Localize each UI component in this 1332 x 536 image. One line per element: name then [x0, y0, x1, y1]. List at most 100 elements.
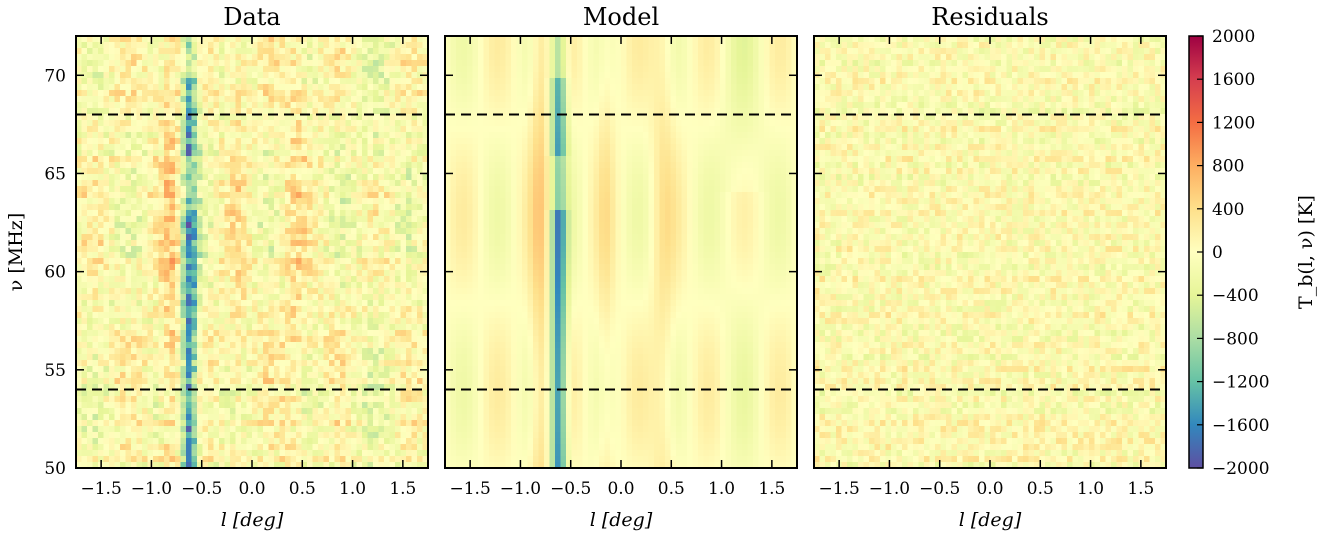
heatmap-cell [389, 288, 396, 295]
heatmap-cell [186, 60, 193, 67]
heatmap-cell [560, 60, 567, 67]
heatmap-cell [136, 300, 143, 307]
heatmap-cell [395, 258, 402, 265]
heatmap-cell [131, 138, 138, 145]
heatmap-cell [290, 114, 297, 121]
heatmap-cell [345, 84, 352, 91]
heatmap-cell [125, 306, 132, 313]
heatmap-cell [142, 138, 149, 145]
heatmap-cell [389, 228, 396, 235]
heatmap-cell [307, 168, 314, 175]
heatmap-cell [373, 396, 380, 403]
heatmap-cell [285, 42, 292, 49]
heatmap-cell [175, 372, 182, 379]
heatmap-cell [654, 54, 661, 61]
heatmap-cell [411, 264, 418, 271]
heatmap-cell [164, 288, 171, 295]
heatmap-cell [367, 396, 374, 403]
heatmap-cell [362, 372, 369, 379]
heatmap-cell [246, 318, 253, 325]
heatmap-cell [703, 54, 710, 61]
heatmap-cell [131, 366, 138, 373]
heatmap-cell [246, 288, 253, 295]
heatmap-cell [417, 108, 424, 115]
heatmap-cell [142, 78, 149, 85]
heatmap-cell [114, 102, 121, 109]
heatmap-cell [378, 126, 385, 133]
heatmap-cell [81, 342, 88, 349]
heatmap-cell [367, 132, 374, 139]
heatmap-cell [406, 336, 413, 343]
heatmap-cell [180, 138, 187, 145]
heatmap-cell [334, 384, 341, 391]
heatmap-cell [389, 54, 396, 61]
heatmap-cell [285, 258, 292, 265]
heatmap-cell [87, 246, 94, 253]
heatmap-cell [87, 162, 94, 169]
heatmap-cell [279, 294, 286, 301]
heatmap-cell [345, 276, 352, 283]
heatmap-cell [290, 102, 297, 109]
heatmap-cell [142, 234, 149, 241]
heatmap-cell [92, 432, 99, 439]
heatmap-cell [186, 282, 193, 289]
heatmap-cell [329, 48, 336, 55]
heatmap-cell [670, 36, 677, 43]
heatmap-cell [367, 462, 374, 468]
heatmap-cell [164, 366, 171, 373]
heatmap-cell [180, 180, 187, 187]
heatmap-cell [136, 186, 143, 193]
heatmap-cell [235, 426, 242, 433]
heatmap-cell [98, 348, 105, 355]
heatmap-cell [334, 156, 341, 163]
heatmap-cell [296, 168, 303, 175]
heatmap-cell [257, 180, 264, 187]
heatmap-cell [219, 198, 226, 205]
heatmap-cell [125, 210, 132, 217]
heatmap-cell [489, 60, 496, 67]
heatmap-cell [257, 372, 264, 379]
heatmap-cell [76, 144, 83, 151]
heatmap-cell [373, 384, 380, 391]
heatmap-cell [268, 414, 275, 421]
heatmap-cell [87, 204, 94, 211]
heatmap-cell [142, 396, 149, 403]
heatmap-cell [450, 54, 457, 61]
heatmap-cell [147, 126, 154, 133]
heatmap-cell [345, 318, 352, 325]
heatmap-cell [109, 312, 116, 319]
heatmap-cell [417, 396, 424, 403]
heatmap-cell [395, 360, 402, 367]
heatmap-cell [422, 168, 428, 175]
heatmap-cell [169, 306, 176, 313]
heatmap-cell [197, 324, 204, 331]
heatmap-cell [175, 114, 182, 121]
heatmap-cell [395, 402, 402, 409]
heatmap-cell [224, 426, 231, 433]
heatmap-cell [147, 72, 154, 79]
heatmap-cell [356, 294, 363, 301]
x-axis-label-data: l [deg] [221, 509, 284, 531]
heatmap-cell [400, 240, 407, 247]
heatmap-cell [367, 426, 374, 433]
heatmap-cell [356, 156, 363, 163]
heatmap-cell [268, 270, 275, 277]
heatmap-cell [345, 156, 352, 163]
heatmap-cell [98, 90, 105, 97]
heatmap-cell [208, 234, 215, 241]
heatmap-cell [230, 378, 237, 385]
heatmap-cell [643, 60, 650, 67]
heatmap-cell [450, 66, 457, 73]
heatmap-cell [257, 342, 264, 349]
heatmap-cell [87, 360, 94, 367]
heatmap-cell [180, 294, 187, 301]
heatmap-cell [164, 90, 171, 97]
heatmap-cell [373, 294, 380, 301]
heatmap-cell [246, 444, 253, 451]
heatmap-cell [103, 258, 110, 265]
heatmap-cell [103, 462, 110, 468]
heatmap-cell [373, 366, 380, 373]
heatmap-cell [246, 456, 253, 463]
heatmap-cell [224, 84, 231, 91]
heatmap-cell [120, 258, 127, 265]
